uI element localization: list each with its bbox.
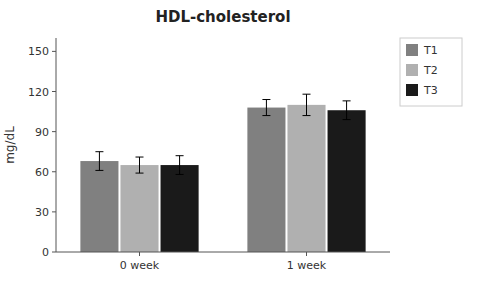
bar: [247, 108, 285, 252]
bar: [287, 105, 325, 252]
x-axis-line: [56, 252, 390, 253]
legend-swatch: [406, 84, 418, 96]
y-axis-label: mg/dL: [3, 126, 17, 164]
bar: [161, 165, 199, 252]
legend-swatch: [406, 44, 418, 56]
error-bar: [343, 101, 351, 120]
y-tick: [52, 91, 56, 92]
y-tick: [52, 171, 56, 172]
y-axis-line: [56, 38, 57, 252]
bar: [328, 110, 366, 252]
error-cap: [262, 99, 270, 100]
legend-label: T3: [423, 84, 438, 97]
error-cap: [303, 115, 311, 116]
error-cap: [136, 173, 144, 174]
error-line: [306, 94, 307, 115]
error-line: [266, 100, 267, 116]
error-bar: [176, 156, 184, 175]
x-tick: [306, 252, 307, 256]
bar: [80, 161, 118, 252]
error-cap: [176, 155, 184, 156]
error-cap: [343, 100, 351, 101]
bar: [120, 165, 158, 252]
error-cap: [343, 119, 351, 120]
y-tick-label: 150: [28, 45, 49, 58]
x-tick: [139, 252, 140, 256]
error-cap: [303, 94, 311, 95]
error-cap: [136, 157, 144, 158]
legend-swatch: [406, 64, 418, 76]
marks: [80, 94, 365, 252]
legend-label: T2: [423, 64, 438, 77]
error-cap: [262, 115, 270, 116]
y-tick-label: 120: [28, 86, 49, 99]
error-bar: [262, 100, 270, 116]
error-line: [346, 101, 347, 120]
error-line: [139, 157, 140, 173]
y-tick-label: 60: [35, 166, 49, 179]
legend-label: T1: [423, 44, 438, 57]
error-line: [179, 156, 180, 175]
legend-frame: [400, 38, 462, 106]
y-tick-label: 30: [35, 206, 49, 219]
title: HDL-cholesterol: [155, 8, 290, 26]
y-tick: [52, 252, 56, 253]
x-tick-label: 0 week: [120, 259, 160, 272]
chart: HDL-cholesterol mg/dL 0 30 60 90 120 150 0 week 1…: [0, 0, 480, 288]
x-tick-label: 1 week: [287, 259, 327, 272]
error-bar: [303, 94, 311, 115]
y-tick: [52, 51, 56, 52]
y-tick-label: 0: [42, 246, 49, 259]
error-bar: [136, 157, 144, 173]
legend: T1 T2 T3: [400, 38, 462, 106]
y-tick: [52, 131, 56, 132]
y-tick: [52, 211, 56, 212]
error-line: [99, 152, 100, 171]
error-cap: [95, 151, 103, 152]
error-bar: [95, 152, 103, 171]
error-cap: [95, 170, 103, 171]
error-cap: [176, 174, 184, 175]
y-tick-label: 90: [35, 126, 49, 139]
